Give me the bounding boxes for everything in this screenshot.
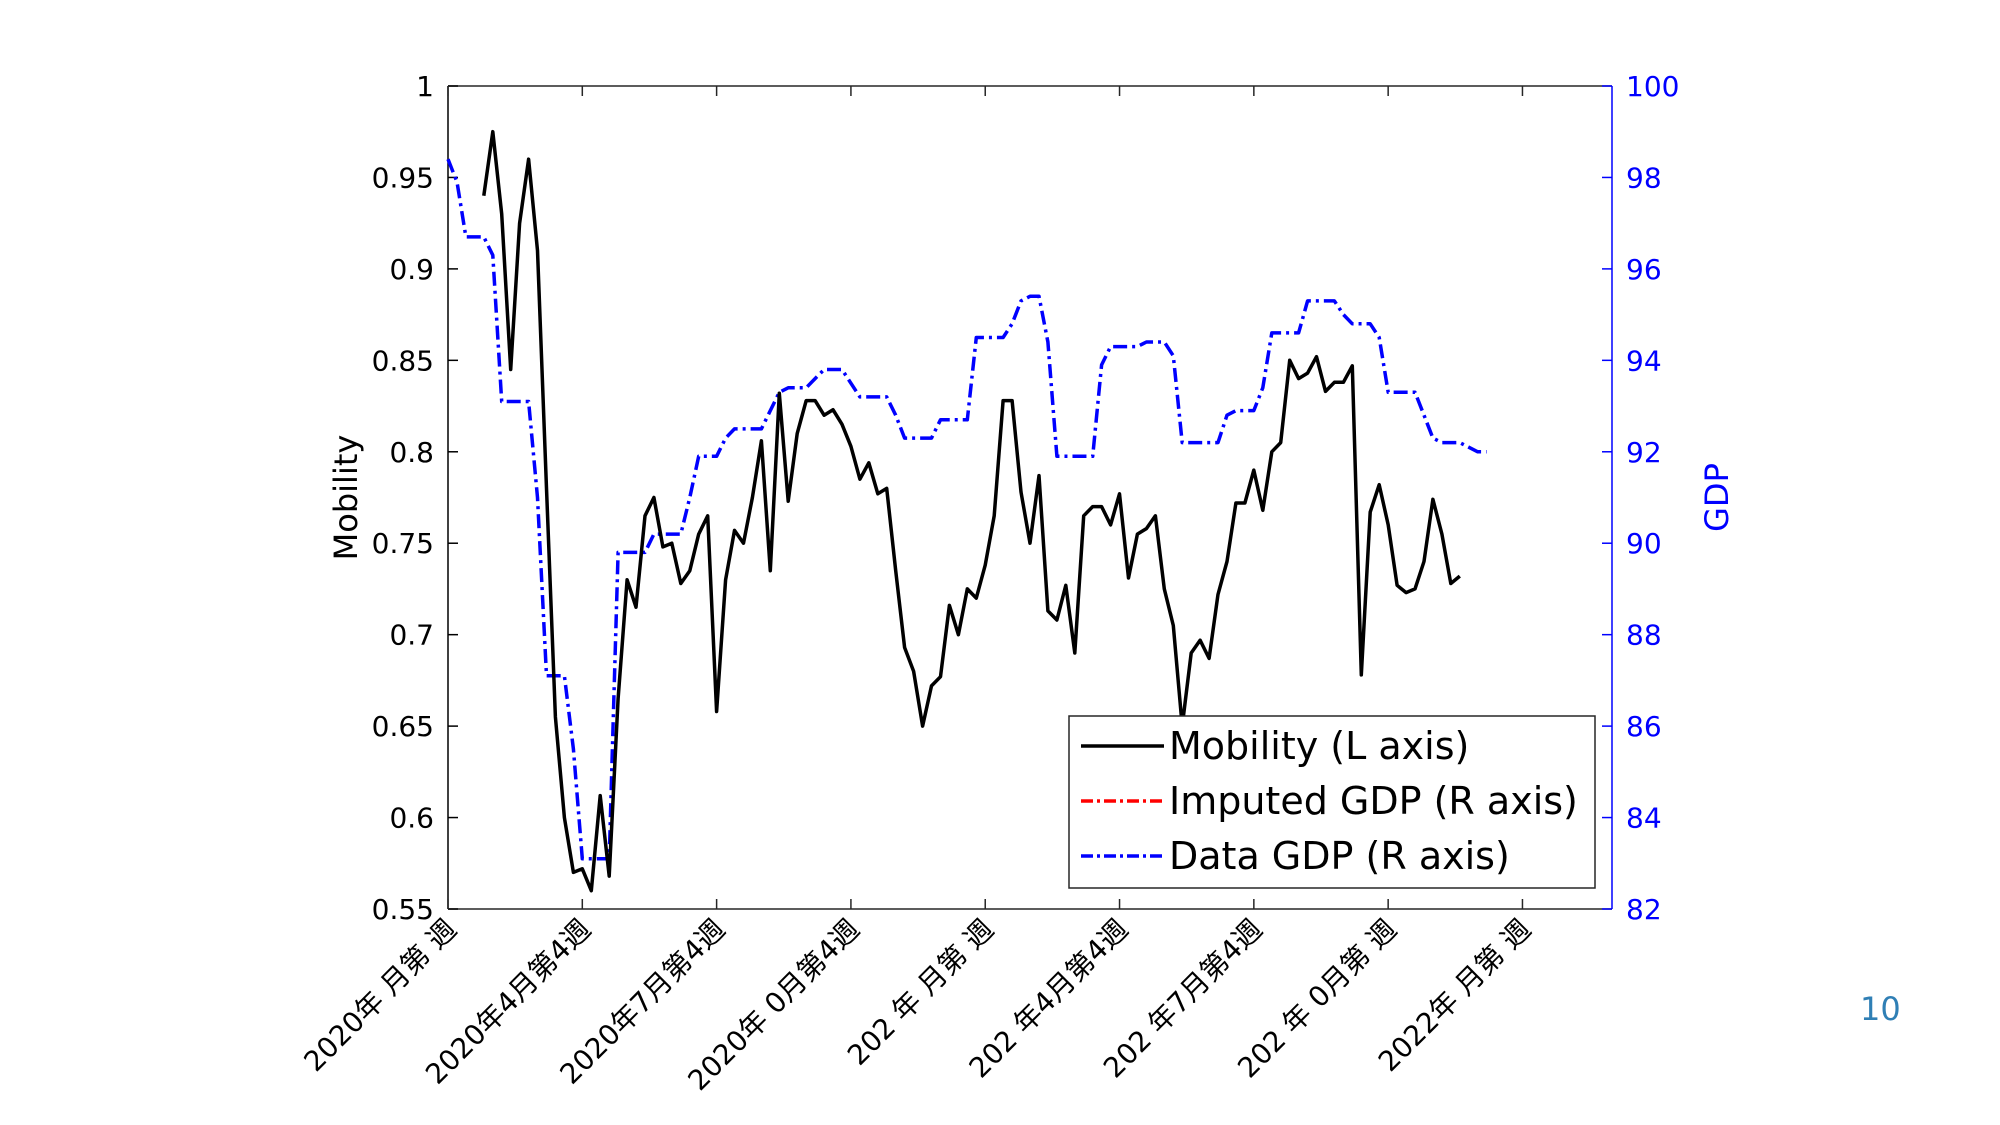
left-tick-label: 0.75 [372,527,434,560]
left-tick-label: 0.9 [389,253,434,286]
legend: Mobility (L axis) Imputed GDP (R axis) Dat… [1068,715,1596,889]
right-tick-label: 84 [1626,802,1662,835]
right-tick-label: 88 [1626,619,1662,652]
left-tick-label: 1 [416,70,434,103]
right-tick-label: 98 [1626,161,1662,194]
right-tick-label: 90 [1626,527,1662,560]
page-number: 10 [1860,990,1901,1028]
right-tick-label: 92 [1626,436,1662,469]
series-line-data-gdp [446,158,1487,861]
right-tick-label: 86 [1626,710,1662,743]
series-layer [446,129,1487,893]
left-tick-label: 0.8 [389,436,434,469]
left-tick-label: 0.95 [372,161,434,194]
left-tick-label: 0.6 [389,802,434,835]
right-axis-title: GDP [1698,463,1736,532]
left-tick-label: 0.85 [372,344,434,377]
legend-entry-mobility-label: Mobility (L axis) [1169,724,1469,768]
right-tick-label: 100 [1626,70,1679,103]
legend-entry-imputed-gdp-label: Imputed GDP (R axis) [1169,779,1578,823]
left-tick-label: 0.55 [372,893,434,926]
right-tick-label: 94 [1626,344,1662,377]
right-tick-label: 82 [1626,893,1662,926]
plot-frame [447,85,1613,910]
legend-entry-data-gdp-label: Data GDP (R axis) [1169,834,1510,878]
left-y-axis: 0.55 0.6 0.65 0.7 0.75 0.8 0.85 0.9 0.95 1 [372,70,1612,926]
left-tick-label: 0.65 [372,710,434,743]
left-tick-label: 0.7 [389,619,434,652]
series-line-mobility [482,129,1461,893]
right-tick-label: 96 [1626,253,1662,286]
left-axis-title: Mobility [327,435,365,561]
right-y-axis: 82 84 86 88 90 92 94 96 98 100 [1626,70,1679,926]
